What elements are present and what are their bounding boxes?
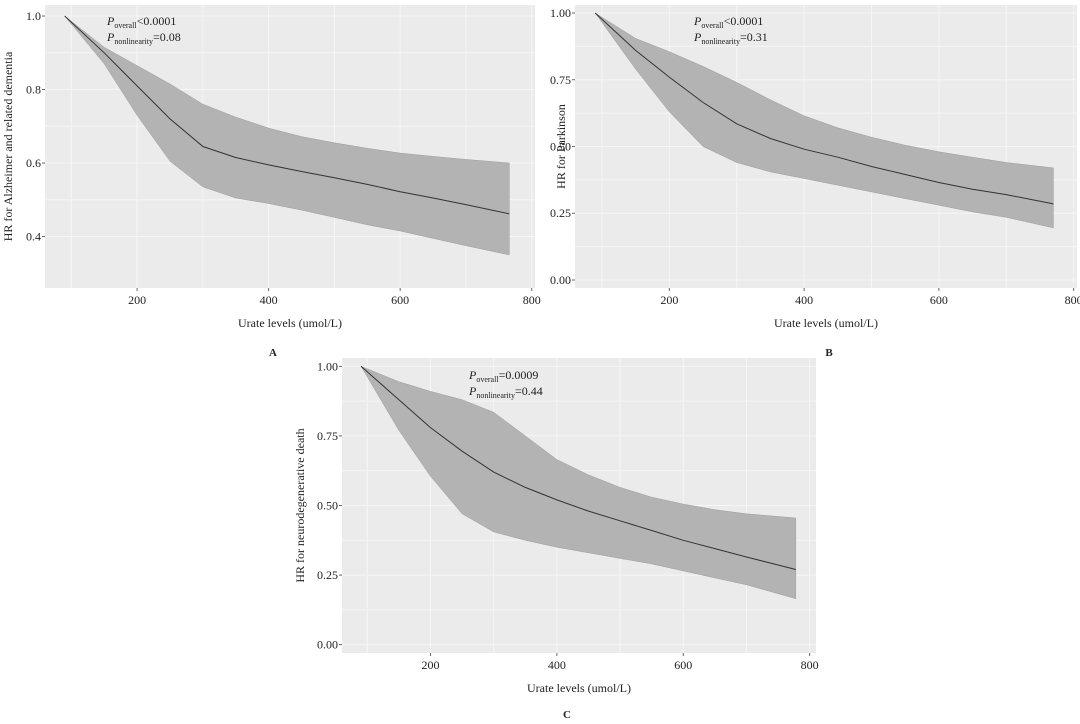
x-tick-label: 200: [660, 293, 678, 307]
hazard-ratio-line: [594, 12, 1054, 205]
panel-C: 200 400 600 800 0.00 0.25 0.50 0.75 1.00 Urate le…: [293, 358, 819, 721]
x-tick-label: 600: [930, 293, 948, 307]
p-overall-value: =0.0009: [499, 368, 539, 382]
x-axis-label: Urate levels (umol/L): [238, 316, 342, 330]
y-tick-label: 0.75: [317, 429, 338, 443]
y-tick-label: 0.50: [317, 499, 338, 513]
panel-B: 200 400 600 800 0.00 0.25 0.50 0.75 1.00 Urate le…: [550, 5, 1080, 359]
p-symbol: P: [693, 14, 702, 28]
panel-A: 200 400 600 800 0.4 0.6 0.8 1.0 Urate levels (um…: [1, 5, 541, 359]
p-symbol: P: [106, 14, 115, 28]
x-axis-label: Urate levels (umol/L): [527, 681, 631, 695]
y-tick-label: 0.75: [550, 73, 571, 87]
x-tick-label: 600: [674, 658, 692, 672]
p-subscript: overall: [114, 21, 137, 30]
x-tick-label: 400: [260, 293, 278, 307]
y-tick-label: 0.25: [550, 206, 571, 220]
p-subscript: nonlinearity: [476, 391, 515, 400]
x-tick-label: 200: [421, 658, 439, 672]
confidence-band: [360, 365, 797, 600]
p-overall-value: <0.0001: [724, 14, 764, 28]
p-overall-annotation: Poverall<0.0001: [106, 14, 176, 30]
y-tick-label: 1.0: [26, 9, 41, 23]
panel-letter: A: [269, 347, 277, 359]
panel-letter: B: [825, 347, 833, 359]
y-axis-label: HR for Alzheimer and related dementia: [1, 51, 15, 241]
p-nonlinearity-value: =0.44: [515, 384, 543, 398]
y-tick-label: 1.00: [550, 6, 571, 20]
y-tick-label: 0.6: [26, 156, 41, 170]
p-symbol: P: [468, 368, 477, 382]
y-tick-label: 0.25: [317, 568, 338, 582]
x-tick-label: 800: [1065, 293, 1080, 307]
p-nonlinearity-annotation: Pnonlinearity=0.08: [106, 30, 181, 46]
y-tick-label: 0.00: [317, 638, 338, 652]
panel-letter: C: [563, 709, 571, 721]
x-tick-label: 400: [548, 658, 566, 672]
x-tick-label: 400: [795, 293, 813, 307]
hazard-ratio-line: [360, 365, 796, 570]
y-tick-label: 0.00: [550, 273, 571, 287]
y-tick-label: 0.4: [26, 230, 41, 244]
x-tick-label: 600: [391, 293, 409, 307]
p-subscript: overall: [476, 375, 499, 384]
confidence-band: [594, 12, 1054, 229]
x-tick-label: 800: [801, 658, 819, 672]
p-overall-annotation: Poverall=0.0009: [468, 368, 538, 384]
p-symbol: P: [106, 30, 115, 44]
p-symbol: P: [468, 384, 477, 398]
p-subscript: nonlinearity: [114, 37, 153, 46]
x-axis-label: Urate levels (umol/L): [774, 316, 878, 330]
p-nonlinearity-annotation: Pnonlinearity=0.44: [468, 384, 543, 400]
y-tick-label: 0.8: [26, 83, 41, 97]
y-axis-label: HR for Parkinson: [554, 104, 568, 189]
x-tick-label: 200: [128, 293, 146, 307]
p-overall-value: <0.0001: [137, 14, 177, 28]
y-tick-label: 1.00: [317, 359, 338, 373]
x-tick-label: 800: [523, 293, 541, 307]
p-nonlinearity-value: =0.31: [740, 30, 768, 44]
p-nonlinearity-value: =0.08: [153, 30, 181, 44]
p-nonlinearity-annotation: Pnonlinearity=0.31: [693, 30, 768, 46]
confidence-band: [64, 15, 510, 256]
p-subscript: overall: [701, 21, 724, 30]
y-tick-label: 0.50: [550, 140, 571, 154]
p-symbol: P: [693, 30, 702, 44]
hazard-ratio-line: [64, 15, 510, 215]
p-overall-annotation: Poverall<0.0001: [693, 14, 763, 30]
y-axis-label: HR for neurodegenerative death: [293, 428, 307, 582]
p-subscript: nonlinearity: [701, 37, 740, 46]
